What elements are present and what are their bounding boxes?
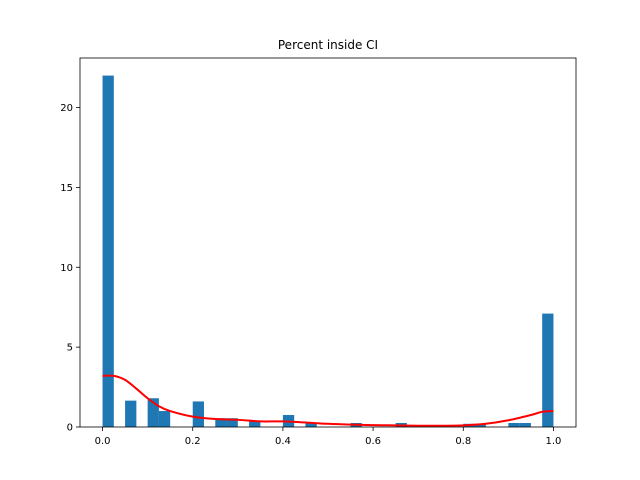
density-curve-group [102,374,554,427]
density-curve-line [102,374,554,427]
histogram-bar-5 [215,418,227,427]
y-tick-label-3: 15 [60,183,73,194]
y-axis: 0 5 10 15 20 [60,103,80,434]
x-tick-label-5: 1.0 [546,436,562,447]
histogram-bar-3 [158,411,171,427]
x-tick-label-2: 0.4 [275,436,291,447]
chart-title: Percent inside CI [278,38,378,52]
y-tick-label-1: 5 [67,343,73,354]
histogram-bar-16 [542,313,554,427]
histogram-bar-6 [226,418,238,427]
x-axis: 0.0 0.2 0.4 0.6 0.8 1.0 [95,427,562,447]
histogram-bar-14 [508,423,520,427]
histogram-bar-15 [519,423,531,427]
x-tick-label-1: 0.2 [185,436,201,447]
histogram-bar-7 [249,420,261,427]
y-tick-label-0: 0 [67,423,73,434]
bars-group [102,75,554,428]
histogram-bar-13 [474,423,486,427]
x-tick-label-4: 0.8 [455,436,471,447]
histogram-bar-2 [147,398,159,427]
histogram-bar-9 [305,423,317,427]
histogram-bar-0 [102,75,114,428]
histogram-bar-4 [192,401,204,427]
x-tick-label-0: 0.0 [95,436,111,447]
y-tick-label-2: 10 [60,263,73,274]
histogram-bar-1 [125,400,137,427]
x-tick-label-3: 0.6 [365,436,381,447]
y-tick-label-4: 20 [60,103,73,114]
plot-frame [79,57,577,428]
